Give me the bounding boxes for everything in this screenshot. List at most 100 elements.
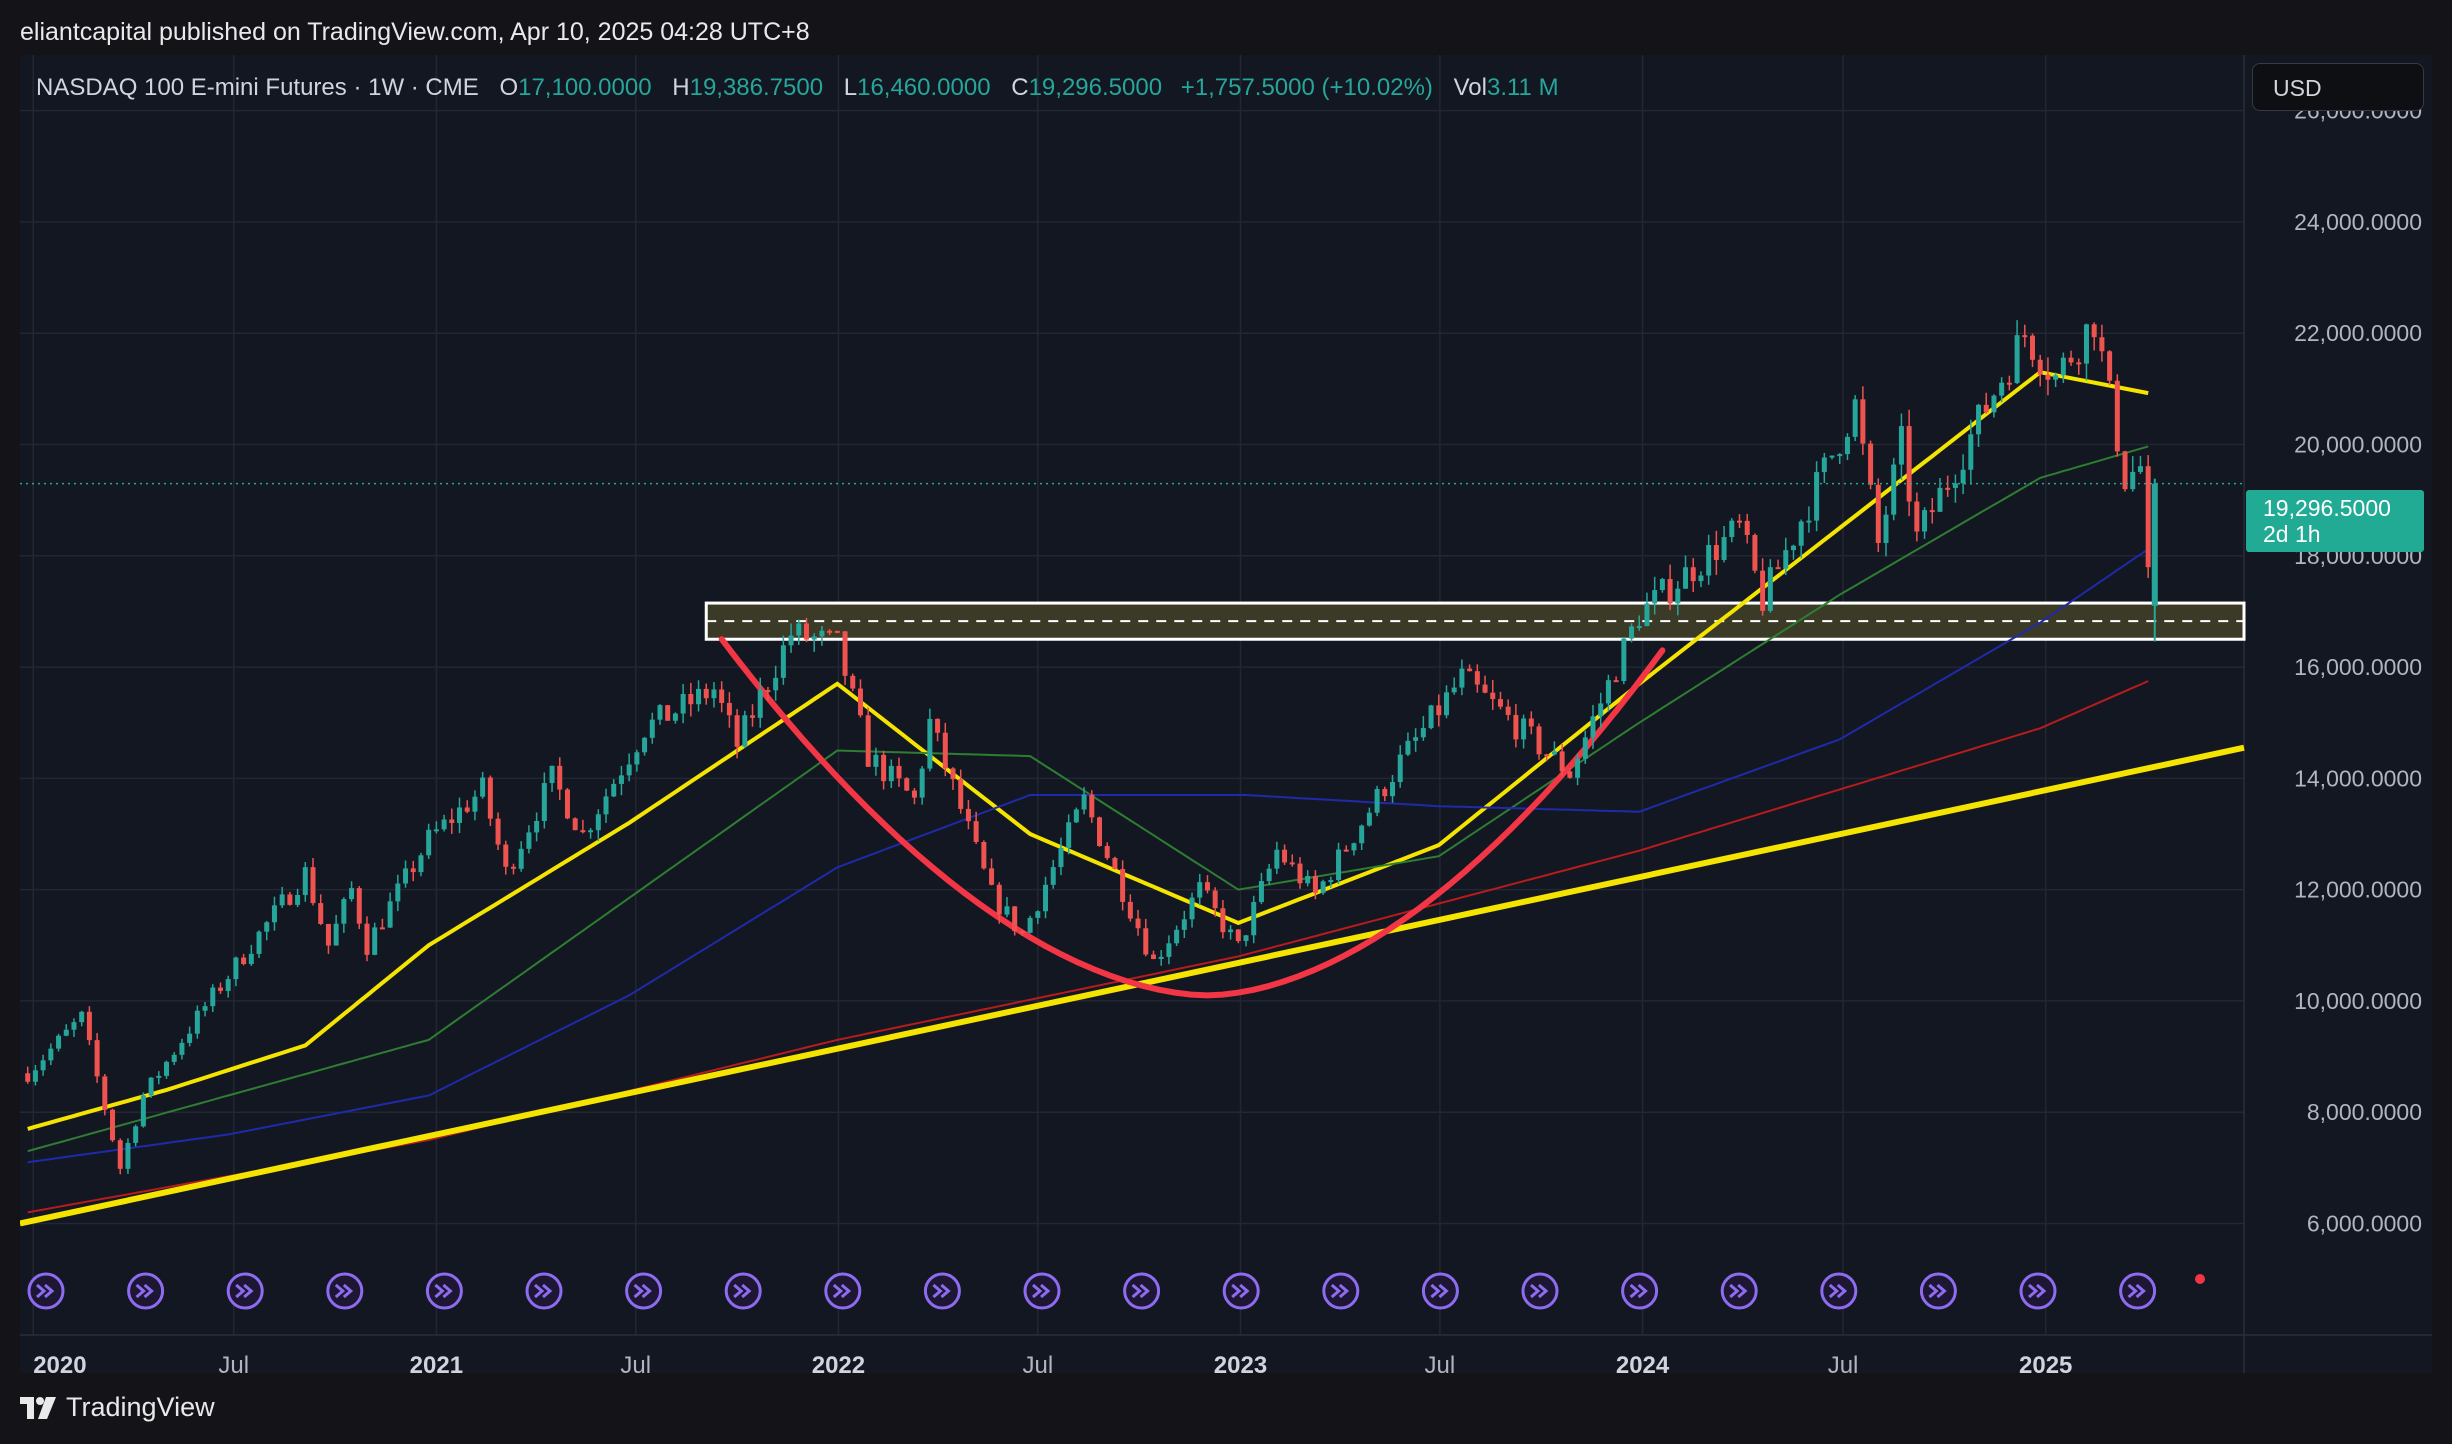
- candle-body: [487, 777, 493, 819]
- price-chart[interactable]: 6,000.0000 8,000.0000 10,000.0000 12,000.00…: [20, 55, 2432, 1373]
- candle-body: [2145, 466, 2151, 568]
- candle-body: [480, 777, 486, 797]
- candle-body: [1127, 901, 1133, 919]
- candle-body: [464, 807, 470, 812]
- candle-body: [796, 623, 802, 636]
- candle-body: [1806, 520, 1812, 523]
- candle-body: [1945, 487, 1951, 490]
- low-value: 16,460.0000: [857, 74, 991, 101]
- candle-body: [1097, 817, 1103, 847]
- candle-body: [1991, 395, 1997, 413]
- candle-body: [1898, 426, 1904, 465]
- candle-body: [911, 790, 917, 798]
- candle-body: [819, 630, 825, 637]
- candle-body: [264, 922, 270, 932]
- candle-body: [1760, 570, 1766, 611]
- candle-body: [873, 754, 879, 767]
- candle-body: [803, 623, 809, 640]
- candle-body: [256, 931, 262, 954]
- candle-body: [950, 768, 956, 780]
- candle-body: [1212, 890, 1218, 909]
- candle-body: [1150, 954, 1156, 959]
- candle-body: [1497, 699, 1503, 707]
- candle-body: [1790, 545, 1796, 551]
- symbol-name[interactable]: NASDAQ 100 E-mini Futures · 1W · CME: [36, 74, 479, 101]
- moving-average-line-2: [27, 445, 2149, 1153]
- candle-body: [1698, 575, 1704, 582]
- candle-body: [2083, 324, 2089, 364]
- event-marker-arrows-icon: [434, 1283, 453, 1299]
- candle-body: [1837, 454, 1843, 457]
- candle-body: [1914, 501, 1920, 532]
- support-zone-rectangle[interactable]: [704, 601, 2246, 641]
- event-marker-arrows-icon: [633, 1283, 652, 1299]
- candle-body: [1274, 849, 1280, 869]
- event-marker-arrows-icon: [1430, 1283, 1449, 1299]
- candle-body: [441, 819, 447, 830]
- candle-body: [1328, 880, 1334, 883]
- event-marker-arrows-icon: [1729, 1283, 1748, 1299]
- candle-body: [788, 635, 794, 646]
- candle-body: [1891, 464, 1897, 515]
- candle-body: [1636, 626, 1642, 629]
- candle-body: [1868, 443, 1874, 485]
- candle-body: [1783, 550, 1789, 569]
- candle-body: [1983, 404, 1989, 413]
- candle-body: [773, 677, 779, 691]
- candle-body: [1860, 399, 1866, 444]
- candle-body: [318, 903, 324, 924]
- candle-body: [1366, 812, 1372, 826]
- candle-body: [549, 765, 555, 784]
- time-axis-label: Jul: [620, 1352, 651, 1373]
- candle-body: [1605, 680, 1611, 704]
- tradingview-brand[interactable]: TradingView: [20, 1392, 215, 1423]
- candle-body: [1174, 929, 1180, 944]
- event-marker-arrows-icon: [1032, 1283, 1051, 1299]
- high-label: H: [672, 74, 690, 101]
- candle-body: [364, 923, 370, 955]
- candle-body: [1667, 579, 1673, 604]
- candle-body: [379, 927, 385, 930]
- candle-body: [688, 694, 694, 705]
- candle-body: [958, 779, 964, 809]
- candle-body: [1066, 822, 1072, 848]
- event-marker-arrows-icon: [1131, 1283, 1150, 1299]
- price-axis-label: 24,000.0000: [2294, 209, 2422, 235]
- currency-button[interactable]: USD: [2252, 63, 2424, 111]
- candle-body: [140, 1095, 146, 1127]
- candle-body: [611, 783, 617, 797]
- candle-body: [1652, 590, 1658, 604]
- candle-body: [588, 830, 594, 833]
- cup-pattern-arc[interactable]: [718, 636, 1666, 999]
- candle-body: [672, 713, 678, 721]
- chart-panel[interactable]: 6,000.0000 8,000.0000 10,000.0000 12,000.00…: [20, 55, 2432, 1373]
- candle-body: [1968, 434, 1974, 470]
- candle-body: [2130, 471, 2136, 490]
- candle-body: [1582, 737, 1588, 759]
- candle-body: [2006, 382, 2012, 385]
- candle-body: [811, 636, 817, 640]
- candle-body: [133, 1126, 139, 1143]
- candle-body: [333, 923, 339, 946]
- candle-body: [734, 715, 740, 747]
- time-axis-label: Jul: [1425, 1352, 1456, 1373]
- candle-body: [1505, 706, 1511, 715]
- new-event-dot-icon: [2195, 1274, 2205, 1284]
- event-marker-arrows-icon: [1530, 1283, 1549, 1299]
- candle-body: [1027, 917, 1033, 933]
- candle-body: [1490, 692, 1496, 700]
- candle-body: [1629, 626, 1635, 639]
- candle-body: [757, 690, 763, 718]
- candle-body: [1382, 789, 1388, 797]
- candle-body: [1081, 794, 1087, 810]
- candle-body: [1359, 825, 1365, 844]
- candle-body: [1683, 567, 1689, 589]
- candle-body: [857, 688, 863, 716]
- candle-body: [827, 630, 833, 633]
- time-axis-label: Jul: [218, 1352, 249, 1373]
- price-axis-label: 20,000.0000: [2294, 431, 2422, 457]
- candle-body: [1513, 714, 1519, 740]
- tradingview-logo-icon: [20, 1396, 56, 1419]
- candle-body: [1675, 588, 1681, 604]
- candle-body: [726, 702, 732, 716]
